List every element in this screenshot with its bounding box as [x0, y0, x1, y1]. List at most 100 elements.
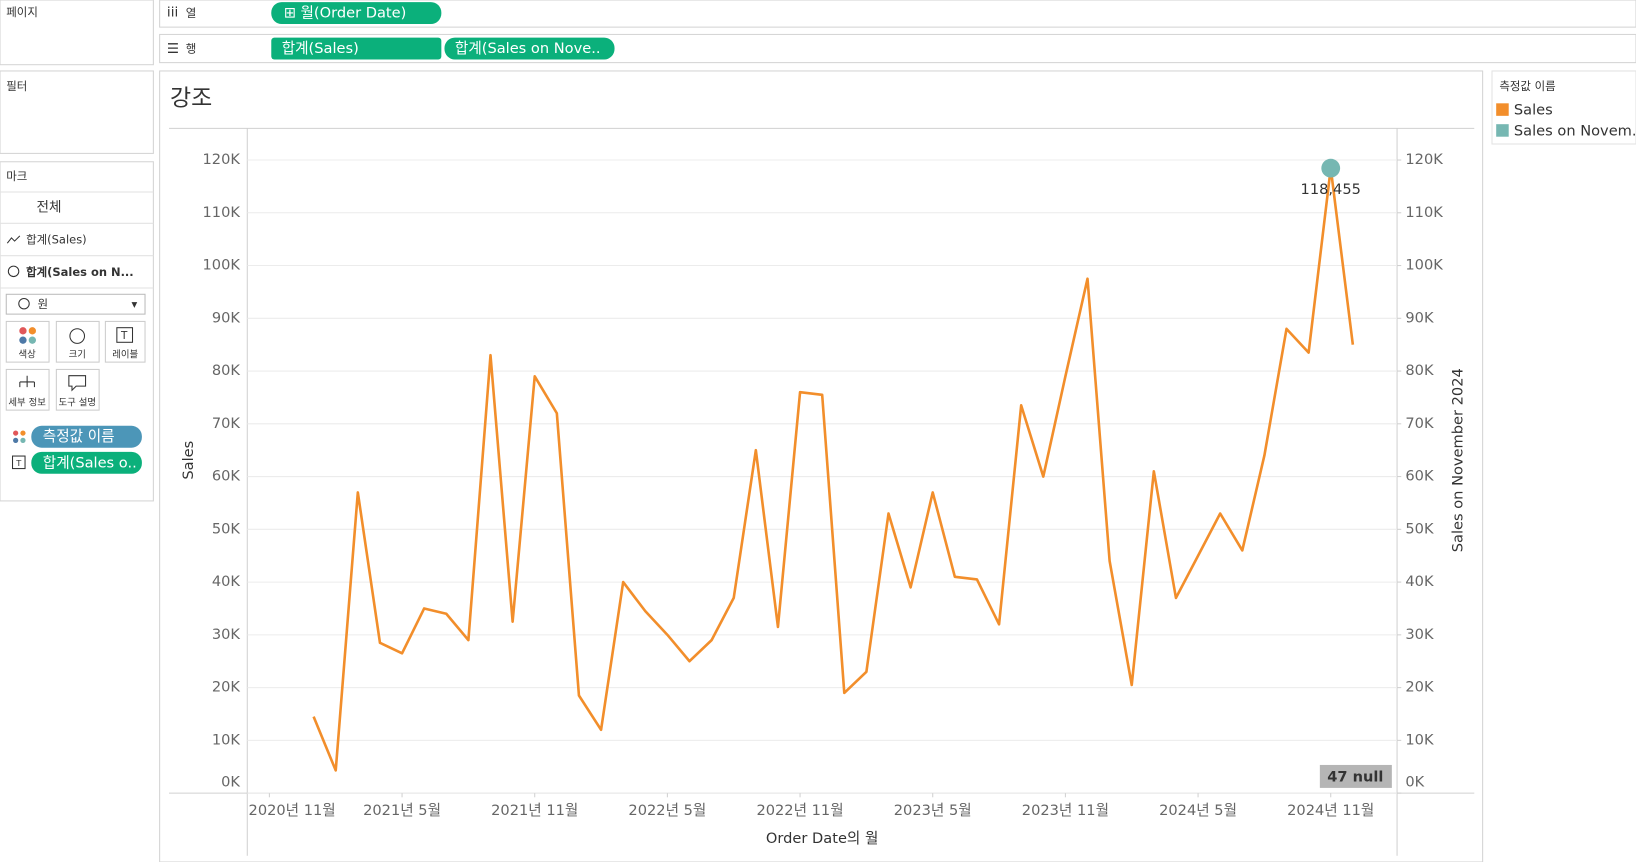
x-tick-label: 2024년 5월 [1159, 802, 1237, 819]
marks-item[interactable]: 합계(Sales) [26, 233, 87, 247]
mark-type-dropdown[interactable] [5, 293, 146, 315]
pill-text: 측정값 이름 [43, 428, 115, 445]
y-tick-label: 50K [212, 520, 241, 537]
y2-tick-label: 100K [1405, 257, 1443, 274]
button-label: 레이블 [112, 349, 138, 360]
icon [20, 430, 26, 436]
y-tick-label: 30K [212, 626, 241, 643]
button-label: 색상 [18, 349, 36, 360]
rows-label: 행 [186, 42, 197, 56]
y2-tick-label: 90K [1405, 309, 1434, 326]
button-label: 크기 [69, 349, 86, 360]
y-tick-label: 100K [203, 257, 241, 274]
rows-icon: ☰ [167, 41, 179, 57]
y-tick-label: 110K [203, 204, 241, 221]
y-tick-label: 80K [212, 362, 241, 379]
y-tick-label: 90K [212, 309, 241, 326]
null-indicator [1319, 764, 1392, 788]
size-button[interactable] [55, 320, 100, 363]
x-tick-label: 2021년 5월 [363, 802, 441, 819]
view-panel [159, 70, 1484, 862]
y2-tick-label: 40K [1405, 573, 1434, 590]
icon [69, 328, 86, 344]
y-tick-label: 40K [212, 573, 241, 590]
y2-tick-label: 20K [1405, 679, 1434, 696]
null-indicator-text: 47 null [1327, 768, 1383, 785]
y-tick-label: 70K [212, 415, 241, 432]
y2-tick-label: 60K [1405, 468, 1434, 485]
y-tick-label: 10K [212, 731, 241, 748]
sales-line [312, 166, 1355, 772]
pages-panel [0, 0, 154, 66]
icon [19, 327, 27, 335]
legend-swatch [1496, 103, 1509, 116]
y-tick-label: 120K [203, 151, 241, 168]
columns-pill-text: 월(Order Date) [300, 5, 406, 22]
icon [11, 455, 26, 470]
mark-type: 원 [38, 297, 49, 311]
icon [28, 327, 36, 335]
pages-title: 페이지 [6, 5, 38, 19]
x-tick-label: 2022년 5월 [628, 802, 706, 819]
icon [116, 327, 134, 343]
x-tick-label: 2023년 5월 [894, 802, 972, 819]
y-tick-label: 0K [221, 774, 240, 791]
circle-icon [18, 297, 30, 310]
icon [68, 375, 87, 392]
icon [13, 430, 19, 436]
filters-panel [0, 70, 154, 154]
y2-tick-label: 10K [1405, 731, 1434, 748]
y2-axis-title: Sales on November 2024 [1450, 368, 1467, 552]
legend-label: Sales on Novem.. [1514, 122, 1636, 139]
data-label: 118,455 [1301, 181, 1361, 198]
y2-tick-label: 70K [1405, 415, 1434, 432]
legend-title: 측정값 이름 [1499, 79, 1555, 93]
columns-pill-icon: ⊞ [284, 5, 296, 22]
columns-pill[interactable] [271, 2, 442, 25]
line-icon [6, 235, 21, 244]
y2-tick-label: 30K [1405, 626, 1434, 643]
pill-text: 합계(Sales o.. [43, 454, 137, 471]
color-button[interactable] [5, 320, 50, 363]
x-tick-label: 2022년 11월 [756, 802, 843, 819]
icon: T [15, 458, 22, 468]
icon [28, 336, 36, 344]
legend-swatch [1496, 124, 1509, 137]
chart-title: 강조 [170, 86, 212, 112]
marks-title: 마크 [6, 169, 27, 183]
x-tick-label: 2020년 11월 [249, 802, 336, 819]
button-label: 세부 정보 [8, 397, 46, 408]
measure-names-pill[interactable] [31, 425, 142, 448]
x-tick-label: 2021년 11월 [491, 802, 578, 819]
legend-panel [1491, 70, 1636, 145]
highlight-point [1321, 158, 1341, 178]
y2-tick-label: 50K [1405, 520, 1434, 537]
y-tick-label: 60K [212, 468, 241, 485]
rows-pill-text: 합계(Sales) [282, 40, 359, 57]
dropdown-arrow: ▾ [131, 297, 137, 311]
rows-pill[interactable] [444, 37, 615, 60]
marks-all[interactable]: 전체 [37, 200, 62, 216]
sales-label-pill[interactable] [31, 451, 142, 474]
filters-title: 필터 [6, 79, 27, 93]
icon: T [120, 330, 128, 342]
x-tick-label: 2024년 11월 [1287, 802, 1374, 819]
y2-tick-label: 110K [1405, 204, 1443, 221]
icon [13, 437, 19, 444]
y-axis-title: Sales [180, 441, 197, 480]
columns-icon: iii [167, 5, 178, 21]
y2-tick-label: 80K [1405, 362, 1434, 379]
y2-tick-label: 120K [1405, 151, 1443, 168]
icon [19, 336, 27, 344]
circle-icon [7, 265, 20, 278]
columns-label: 열 [186, 6, 197, 20]
x-tick-label: 2023년 11월 [1022, 802, 1109, 819]
y2-tick-label: 0K [1405, 774, 1424, 791]
rows-pill[interactable] [271, 37, 442, 60]
x-axis-title: Order Date의 월 [766, 830, 878, 847]
icon [19, 375, 35, 388]
marks-item[interactable]: 합계(Sales on N... [26, 265, 134, 279]
y-tick-label: 20K [212, 679, 241, 696]
icon [20, 437, 26, 444]
